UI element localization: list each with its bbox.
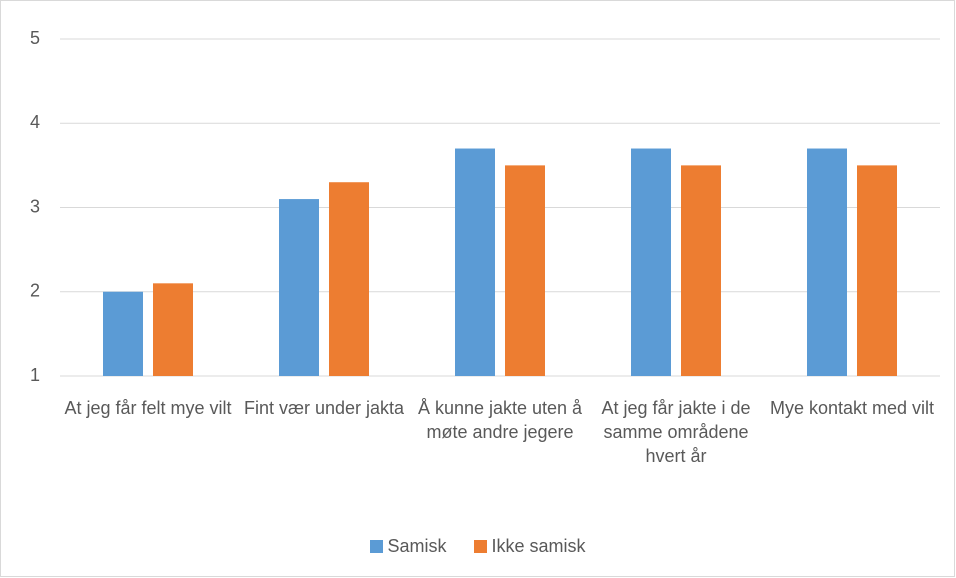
bar (103, 291, 143, 376)
bar (681, 165, 721, 376)
x-tick-label: At jeg får jakte i de samme områdene hve… (601, 398, 751, 466)
legend-label: Ikke samisk (491, 536, 586, 556)
legend: Samisk Ikke samisk (0, 536, 956, 557)
legend-swatch (370, 540, 384, 553)
bar (329, 182, 369, 376)
x-tick-label: Mye kontakt med vilt (769, 398, 935, 418)
bar (631, 148, 671, 376)
legend-item: Samisk (370, 536, 446, 557)
bar (279, 199, 319, 376)
x-tick-label: Fint vær under jakta (243, 398, 405, 418)
legend-label: Samisk (387, 536, 447, 556)
y-tick-label: 1 (30, 365, 40, 385)
x-tick-label: At jeg får felt mye vilt (64, 398, 232, 418)
y-tick-label: 2 (30, 281, 40, 301)
legend-swatch (474, 540, 488, 553)
y-tick-label: 5 (30, 28, 40, 48)
bar (505, 165, 545, 376)
bar (807, 148, 847, 376)
bar (455, 148, 495, 376)
y-tick-label: 3 (30, 196, 40, 216)
legend-item: Ikke samisk (474, 536, 586, 557)
bar (153, 283, 193, 376)
bar (857, 165, 897, 376)
y-tick-label: 4 (30, 112, 40, 132)
x-tick-label: Å kunne jakte uten å møte andre jegere (417, 398, 583, 442)
